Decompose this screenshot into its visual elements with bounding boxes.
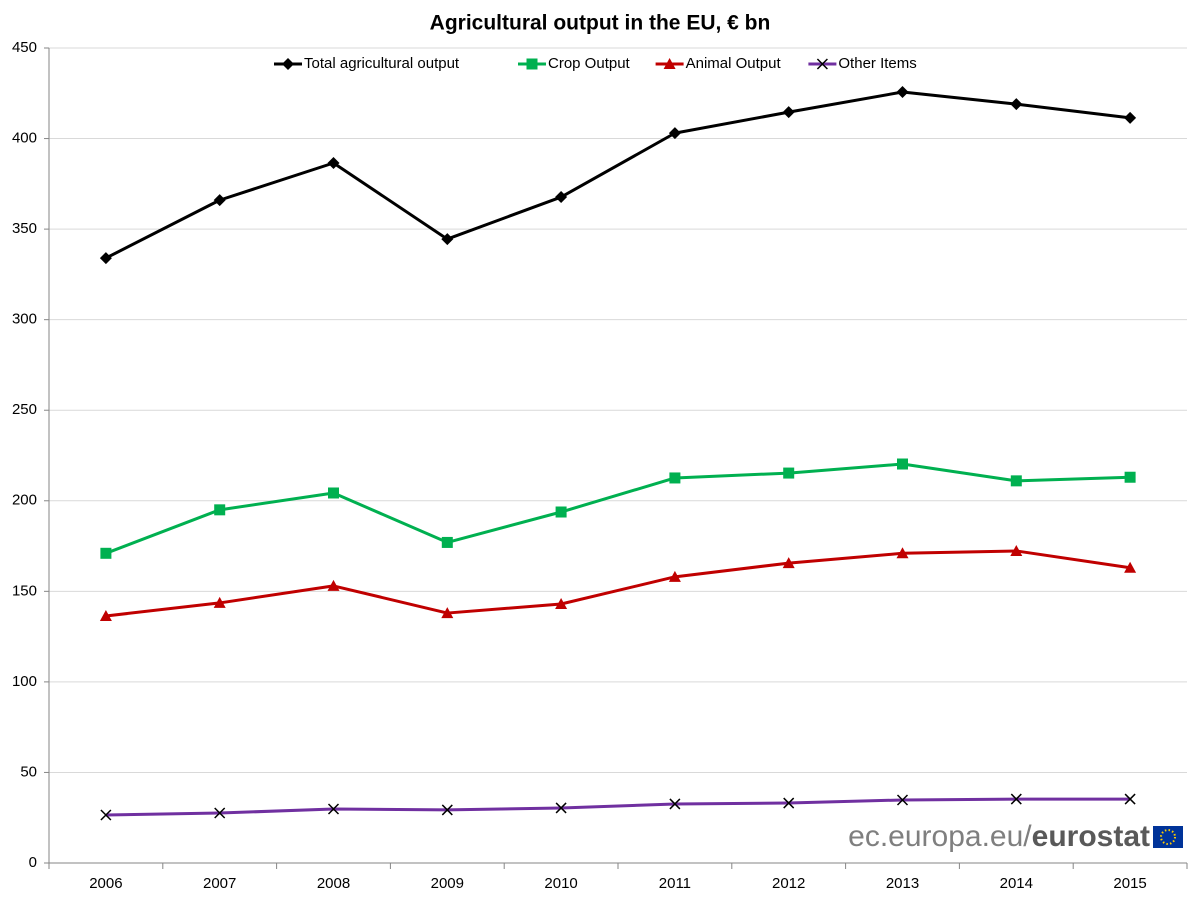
x-tick-label: 2012 — [772, 875, 805, 892]
marker — [99, 609, 112, 621]
source-brand: eurostat — [1032, 820, 1150, 853]
marker — [1124, 561, 1137, 573]
source: ec.europa.eu/eurostat — [848, 820, 1150, 853]
marker — [555, 598, 568, 610]
marker — [669, 472, 681, 484]
x-tick-label: 2006 — [89, 875, 122, 892]
y-tick-label: 300 — [12, 311, 37, 328]
marker — [1010, 544, 1023, 556]
y-tick-label: 250 — [12, 401, 37, 418]
marker — [1124, 471, 1136, 483]
marker — [526, 58, 538, 70]
marker — [555, 191, 568, 204]
marker — [282, 58, 294, 70]
series — [99, 544, 1137, 621]
marker — [897, 458, 908, 470]
eu-flag — [1153, 826, 1183, 848]
series — [100, 458, 1136, 559]
series-line — [105, 90, 1131, 260]
marker — [668, 570, 681, 582]
marker — [441, 233, 454, 246]
y-tick-label: 150 — [12, 582, 37, 599]
x-tick-label: 2009 — [431, 875, 464, 892]
marker — [213, 194, 226, 207]
marker — [100, 809, 112, 821]
y-tick-label: 50 — [20, 763, 37, 780]
y-tick-label: 450 — [12, 39, 37, 56]
marker — [669, 798, 681, 810]
marker — [555, 506, 567, 518]
marker — [1010, 475, 1022, 487]
marker — [782, 106, 795, 119]
source-logo: ec.europa.eu/eurostat — [848, 820, 1183, 853]
marker — [896, 547, 909, 559]
legend-label: Animal Output — [686, 55, 782, 72]
x-tick-label: 2011 — [659, 875, 691, 892]
marker — [327, 803, 340, 815]
x-tick-label: 2007 — [203, 875, 236, 892]
y-tick-label: 0 — [29, 854, 37, 871]
marker — [668, 127, 681, 140]
marker — [1010, 793, 1022, 805]
marker — [896, 794, 909, 806]
x-tick-label: 2013 — [886, 875, 919, 892]
marker — [441, 607, 454, 619]
marker — [327, 157, 340, 170]
series — [99, 86, 1137, 265]
marker — [214, 807, 226, 819]
marker — [441, 804, 453, 816]
eu-stars — [1160, 829, 1176, 845]
marker — [1124, 111, 1137, 124]
x-tick-label: 2014 — [1000, 875, 1033, 892]
x-tick-label: 2015 — [1113, 875, 1146, 892]
marker — [214, 504, 226, 516]
series — [100, 793, 1136, 821]
legend-label: Total agricultural output — [304, 55, 460, 72]
marker — [782, 557, 795, 569]
marker — [441, 536, 453, 548]
x-tick-label: 2008 — [317, 875, 350, 892]
marker — [1010, 98, 1023, 111]
marker — [816, 58, 828, 70]
y-tick-label: 100 — [12, 673, 37, 690]
x-tick-label: 2010 — [544, 875, 577, 892]
marker — [328, 487, 339, 499]
source-site: ec.europa.eu/ — [848, 820, 1032, 853]
legend: Total agricultural output Crop Output Anim… — [274, 55, 917, 72]
marker — [783, 797, 795, 809]
marker — [213, 596, 226, 608]
y-tick-label: 200 — [12, 492, 37, 509]
series-line — [105, 462, 1131, 555]
marker — [555, 802, 567, 814]
marker — [1124, 793, 1136, 805]
marker — [99, 252, 112, 265]
series-line — [105, 797, 1131, 817]
series-line — [105, 549, 1131, 618]
y-tick-label: 350 — [12, 220, 37, 237]
chart-title: Agricultural output in the EU, € bn — [430, 12, 771, 35]
marker — [100, 547, 112, 559]
legend-label: Crop Output — [548, 55, 631, 72]
y-tick-label: 400 — [12, 130, 37, 147]
marker — [663, 58, 676, 69]
marker — [783, 467, 795, 479]
marker — [327, 579, 340, 591]
legend-label: Other Items — [838, 55, 916, 72]
marker — [896, 86, 909, 99]
